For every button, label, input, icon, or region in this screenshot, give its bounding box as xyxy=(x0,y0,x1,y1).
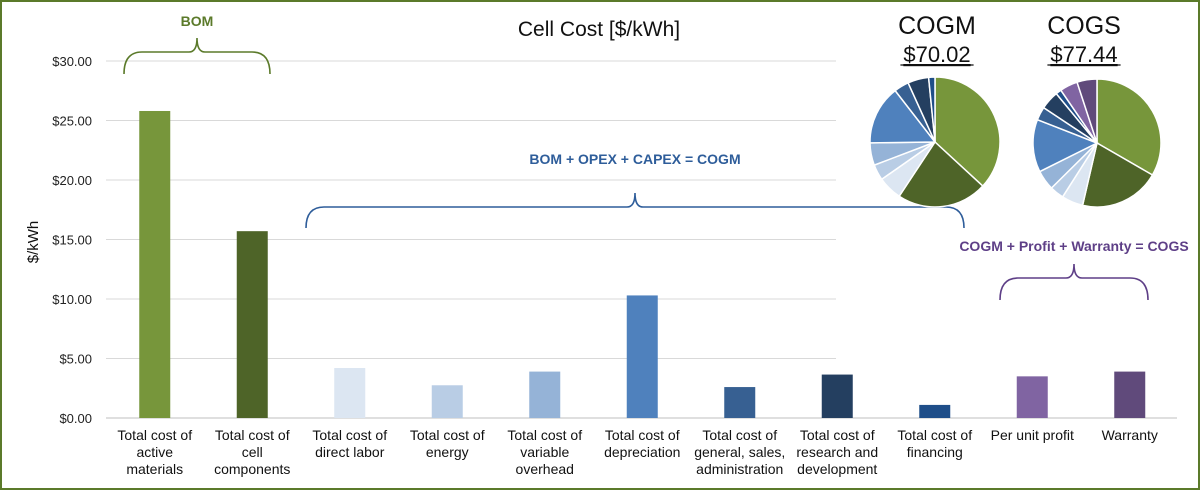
y-tick-label: $20.00 xyxy=(52,173,92,188)
bar xyxy=(724,387,756,418)
y-tick-label: $15.00 xyxy=(52,233,92,248)
cogs-formula-brace xyxy=(999,263,1149,301)
x-tick-label: Per unit profit xyxy=(991,427,1074,443)
pie-slice xyxy=(898,140,984,208)
y-tick-label: $30.00 xyxy=(52,54,92,69)
pie-slice xyxy=(1032,118,1099,173)
pie-slice xyxy=(934,76,1001,188)
annotations: BOM BOM + OPEX + CAPEX = COGM COGM + Profi… xyxy=(123,13,1189,301)
pie-title: COGS xyxy=(1047,12,1121,40)
y-tick-label: $25.00 xyxy=(52,114,92,129)
cogm-formula-label: BOM + OPEX + CAPEX = COGM xyxy=(529,151,740,167)
pie-slice xyxy=(1096,78,1162,177)
x-axis-ticks: Total cost of active materials Total cost o… xyxy=(117,427,1157,477)
x-tick-label: Total cost of research and development xyxy=(796,427,878,477)
gridlines xyxy=(106,60,1177,419)
x-tick-label: Total cost of financing xyxy=(897,427,972,460)
bar xyxy=(334,368,366,418)
pie-cogm: COGM$70.02 xyxy=(869,12,1001,208)
pie-total: $70.02 xyxy=(903,42,970,67)
y-axis-label: $/kWh xyxy=(25,221,42,264)
bar xyxy=(626,295,658,418)
x-tick-label: Total cost of general, sales, administrati… xyxy=(694,427,785,477)
x-tick-label: Total cost of cell components xyxy=(214,427,290,477)
y-axis-ticks: $0.00 $5.00 $10.00 $15.00 $20.00 $25.00 $30.00 xyxy=(52,54,92,426)
x-tick-label: Total cost of variable overhead xyxy=(507,427,582,477)
bar xyxy=(821,374,853,418)
bar xyxy=(1114,371,1146,418)
x-tick-label: Total cost of depreciation xyxy=(604,427,680,460)
bars xyxy=(139,110,1146,418)
bar xyxy=(529,371,561,418)
y-tick-label: $5.00 xyxy=(59,352,92,367)
bar xyxy=(431,385,463,418)
x-tick-label: Warranty xyxy=(1102,427,1158,443)
bar xyxy=(1016,376,1048,418)
pie-slice xyxy=(869,89,937,144)
x-tick-label: Total cost of active materials xyxy=(117,427,192,477)
cogs-formula-label: COGM + Profit + Warranty = COGS xyxy=(959,238,1188,254)
pie-slice xyxy=(927,76,936,143)
pie-cogs: COGS$77.44 xyxy=(1032,12,1162,208)
bar xyxy=(139,110,171,418)
bom-label: BOM xyxy=(181,13,214,29)
y-tick-label: $0.00 xyxy=(59,411,92,426)
x-tick-label: Total cost of energy xyxy=(410,427,485,460)
cogm-formula-brace xyxy=(305,192,965,229)
x-tick-label: Total cost of direct labor xyxy=(312,427,387,460)
bar xyxy=(236,231,268,418)
bar xyxy=(919,404,951,418)
bom-brace xyxy=(123,37,271,75)
pie-slice xyxy=(1076,78,1098,144)
chart-title: Cell Cost [$/kWh] xyxy=(518,18,680,41)
pie-total: $77.44 xyxy=(1050,42,1117,67)
y-tick-label: $10.00 xyxy=(52,292,92,307)
pie-title: COGM xyxy=(898,12,976,40)
pie-slice xyxy=(1081,141,1154,208)
